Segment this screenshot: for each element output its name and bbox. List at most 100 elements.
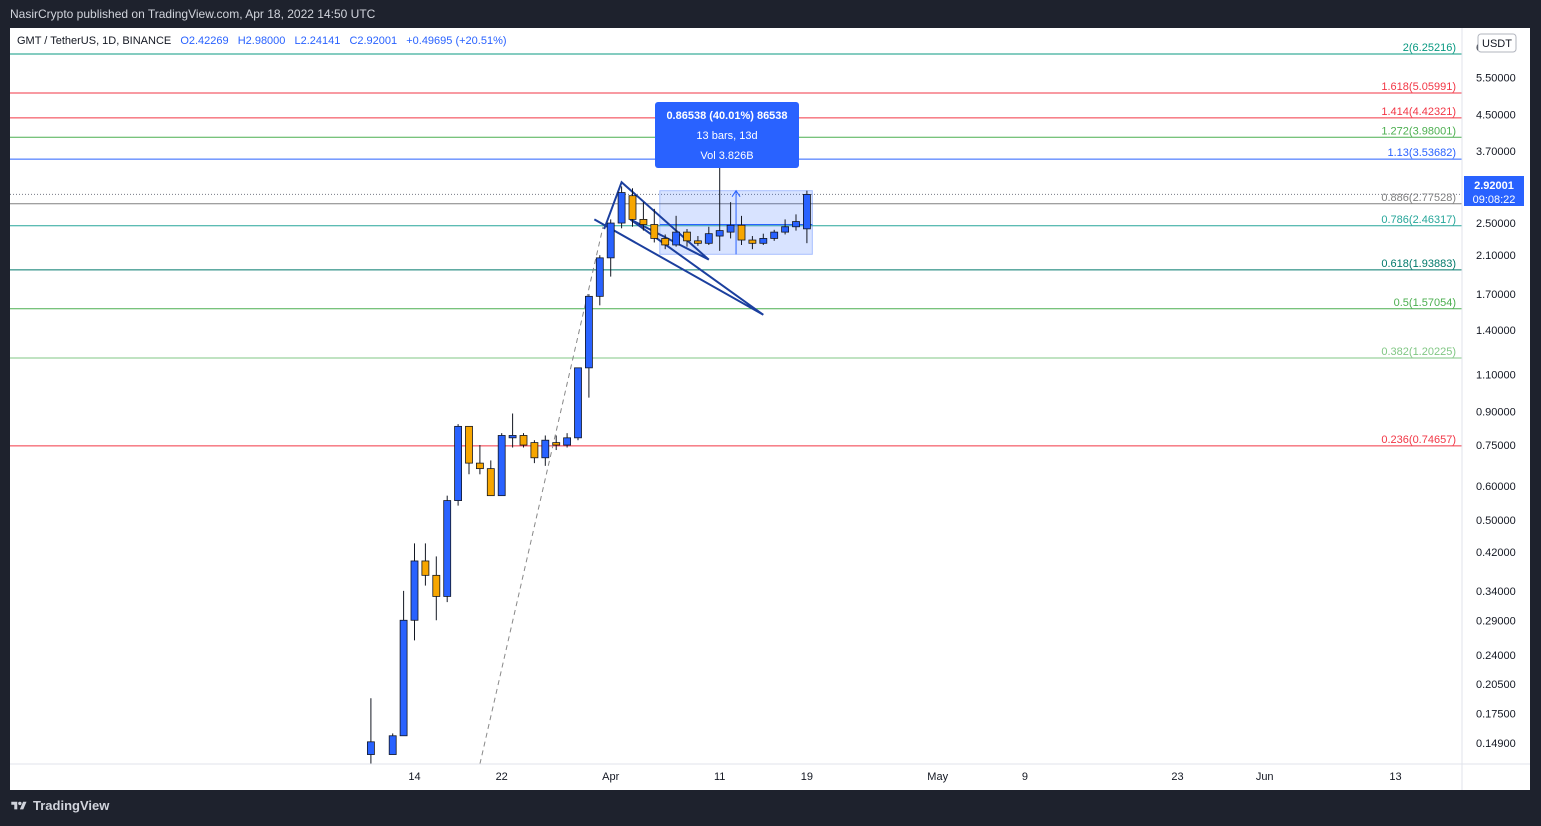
fib-level-label: 0.618(1.93883) [1381, 258, 1456, 270]
candle [465, 425, 473, 475]
fib-level-label: 0.236(0.74657) [1381, 434, 1456, 446]
candle-body [595, 257, 604, 297]
candle-body [628, 195, 637, 220]
candle-body [683, 231, 691, 242]
candle [421, 543, 430, 586]
time-tick-label: 13 [1389, 771, 1401, 783]
candle [715, 163, 724, 251]
candle-body [552, 442, 561, 446]
measure-overlay: 0.86538 (40.01%) 86538 13 bars, 13d Vol 3.… [655, 102, 799, 168]
price-tick-label: 3.70000 [1476, 146, 1516, 158]
measure-arrow-head [731, 189, 741, 197]
bar-countdown: 09:08:22 [1473, 194, 1516, 206]
candle [541, 435, 550, 466]
candle [606, 219, 615, 277]
price-range-measure [659, 189, 813, 255]
candle-body [672, 231, 680, 246]
price-tick-label: 0.14900 [1476, 738, 1516, 750]
candle [552, 435, 561, 451]
candle-body [617, 192, 626, 224]
candle [595, 255, 604, 306]
candle-body [694, 240, 702, 244]
candle [388, 733, 397, 755]
chart-panel[interactable]: 2(6.25216) 1.618(5.05991) 1.414(4.42321) 1.… [10, 28, 1530, 790]
candle-body [770, 231, 779, 239]
symbol-legend: GMT / TetherUS, 1D, BINANCE O2.42269 H2.… [17, 35, 507, 47]
legend-symbol: GMT / TetherUS, 1D, BINANCE [17, 35, 171, 47]
candle [748, 236, 757, 250]
candle-body [748, 239, 757, 244]
candle [628, 188, 637, 227]
candle [486, 460, 495, 497]
tradingview-logo-icon [11, 801, 27, 809]
candle-body [650, 224, 659, 239]
candle [519, 433, 528, 448]
candle [366, 698, 375, 764]
candle [792, 214, 800, 231]
candle-body [574, 367, 582, 439]
time-tick-label: Apr [602, 771, 619, 783]
candle [737, 215, 746, 245]
candle-body [726, 224, 735, 233]
candle-body [497, 435, 506, 497]
candle [661, 234, 670, 250]
fib-level-label: 0.786(2.46317) [1381, 214, 1456, 226]
price-tick-label: 0.29000 [1476, 615, 1516, 627]
measure-tooltip [655, 102, 799, 168]
candle [475, 445, 484, 475]
time-tick-label: 9 [1022, 771, 1028, 783]
candle [497, 433, 506, 497]
candle-body [606, 222, 615, 259]
last-price-tag: 2.92001 09:08:22 [1464, 176, 1524, 206]
candle [672, 215, 680, 247]
candle [617, 186, 626, 229]
candle-body [399, 619, 408, 737]
candle [585, 294, 593, 398]
candles [366, 163, 811, 764]
candle-body [454, 425, 463, 501]
time-tick-label: Jun [1256, 771, 1274, 783]
wedge-pattern-lines[interactable] [593, 180, 764, 316]
candle [530, 440, 539, 464]
price-tick-label: 2.50000 [1476, 218, 1516, 230]
time-tick-label: 19 [801, 771, 813, 783]
fib-level-label: 0.5(1.57054) [1394, 297, 1456, 309]
footer-brand[interactable]: TradingView [10, 798, 109, 813]
time-tick-label: May [927, 771, 948, 783]
candle-body [585, 295, 593, 369]
legend-high: H2.98000 [238, 35, 286, 47]
price-tick-label: 0.60000 [1476, 481, 1516, 493]
fib-level-label: 1.13(3.53682) [1388, 147, 1457, 159]
candle-body [508, 435, 517, 439]
candle [694, 236, 702, 246]
price-tick-label: 0.90000 [1476, 406, 1516, 418]
legend-change: +0.49695 (+20.51%) [406, 35, 506, 47]
measure-tooltip-line2: 13 bars, 13d [696, 130, 757, 142]
candle-body [759, 238, 768, 244]
trend-dashed-line[interactable] [479, 226, 604, 765]
time-tick-label: 22 [496, 771, 508, 783]
candle [650, 208, 659, 243]
currency-label: USDT [1482, 38, 1512, 50]
price-tick-label: 0.34000 [1476, 586, 1516, 598]
fib-level-label: 0.382(1.20225) [1381, 346, 1456, 358]
candle [803, 190, 811, 244]
publish-attribution: NasirCrypto published on TradingView.com… [10, 7, 376, 21]
candlestick-chart[interactable]: 2(6.25216) 1.618(5.05991) 1.414(4.42321) 1.… [10, 28, 1530, 790]
candle [704, 226, 713, 245]
candle-body [715, 230, 724, 237]
price-tick-label: 0.42000 [1476, 547, 1516, 559]
candle-body [432, 574, 441, 597]
fib-level-label: 1.414(4.42321) [1381, 106, 1456, 118]
candle-body [563, 437, 571, 446]
candle-body [792, 221, 800, 228]
fib-extension-levels: 2(6.25216) 1.618(5.05991) 1.414(4.42321) 1.… [10, 42, 1462, 447]
currency-button[interactable]: USDT [1477, 33, 1517, 53]
candle [683, 229, 691, 247]
candle [574, 367, 582, 441]
price-tick-label: 2.10000 [1476, 250, 1516, 262]
candle-body [639, 218, 648, 225]
price-tick-label: 1.40000 [1476, 325, 1516, 337]
last-price-value: 2.92001 [1474, 180, 1514, 192]
candle-body [443, 500, 452, 597]
